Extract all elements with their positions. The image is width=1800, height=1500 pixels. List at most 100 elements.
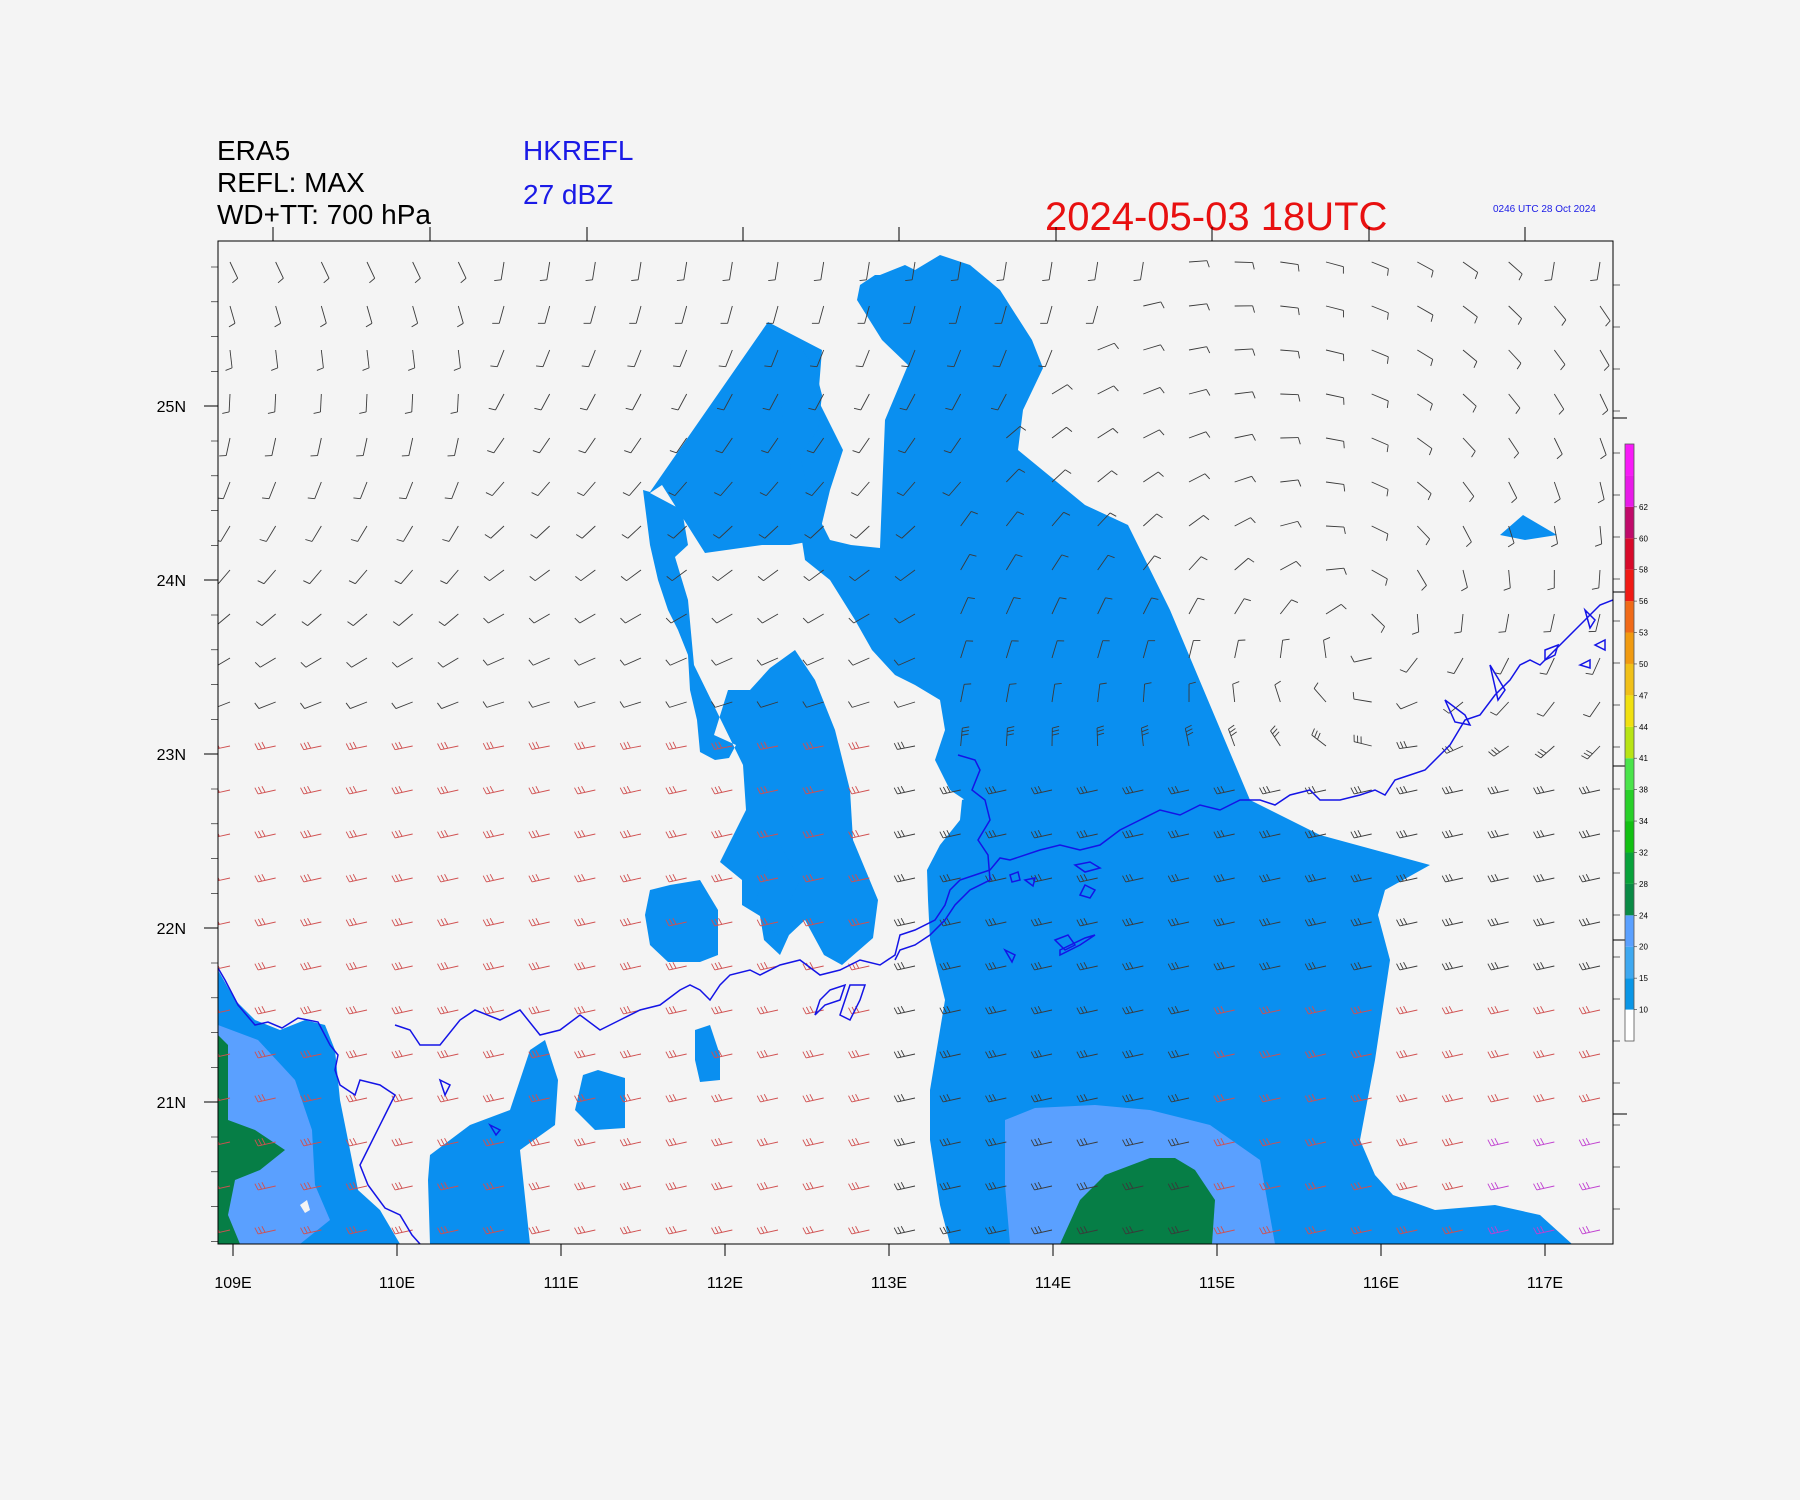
wind-barb-flag [1304,1051,1309,1059]
wind-barb [807,613,824,624]
wind-barb-flag [1387,312,1389,320]
wind-barb-flag [1216,874,1222,882]
wind-barb [1462,525,1472,543]
wind-barb-flag [619,1095,624,1103]
wind-barb-flag [300,1051,305,1059]
wind-barb-flag [444,1181,449,1189]
wind-barb-flag [1129,785,1134,793]
wind-barb-flag [1185,724,1192,729]
wind-barb-flag [450,411,458,414]
wind-barb [897,1141,916,1147]
wind-barb-flag [1490,830,1496,838]
wind-barb-flag [1399,1182,1404,1190]
wind-barb-flag [809,829,814,837]
wind-barb-flag [1454,631,1462,634]
wind-barb-flag [1540,1093,1545,1101]
wind-barb-flag [1511,497,1518,504]
wind-barb-flag [213,787,216,793]
wind-barb-flag [1034,918,1039,926]
wind-barb [457,349,461,368]
wind-barb-flag [257,1050,263,1058]
wind-barb-flag [1536,1226,1541,1234]
wind-barb-flag [437,1007,442,1015]
wind-barb-flag [763,1181,768,1189]
wind-barb [577,1185,596,1191]
wind-barb-flag [1297,264,1300,272]
wind-barb-flag [255,621,263,626]
wind-barb-flag [213,1095,216,1101]
wind-barb [1143,387,1161,395]
wind-barb-flag [665,831,670,839]
wind-barb-flag [398,829,403,837]
wind-barb-flag [992,873,997,881]
wind-barb-flag [985,787,990,795]
wind-barb-flag [1174,1137,1179,1145]
wind-barb-flag [809,1049,814,1057]
wind-barb-flag [261,961,266,969]
wind-barb [532,921,550,927]
wind-barb-flag [307,961,312,969]
wind-barb-flag [1097,732,1105,736]
wind-barb-flag [1107,554,1115,559]
wind-barb-flag [1206,303,1210,311]
wind-barb-flag [1042,279,1050,281]
wind-barb-flag [946,1049,951,1057]
wind-barb-flag [1125,1182,1130,1190]
wind-barb-flag [851,1226,856,1234]
wind-barb [1217,965,1235,971]
wind-barb-flag [893,831,898,839]
wind-barb [806,1053,824,1059]
colorbar-swatch [1625,695,1634,727]
wind-barb [1417,261,1434,272]
wind-barb [623,965,642,971]
wind-barb-flag [1445,1138,1450,1146]
wind-barb-flag [1167,831,1172,839]
wind-barb-flag [1488,751,1495,757]
wind-barb [1234,598,1245,615]
wind-barb-flag [1585,1049,1590,1057]
wind-barb [532,877,550,883]
wind-barb [1582,1097,1601,1103]
wind-barb-flag [257,580,265,585]
wind-barb [635,305,642,324]
wind-barb-flag [213,831,216,837]
wind-barb-flag [672,365,681,368]
wind-barb-flag [313,411,321,414]
wind-barb-flag [1441,831,1446,839]
wind-barb-flag [440,786,445,794]
wind-barb [486,921,505,927]
wind-barb [760,1097,779,1103]
wind-barb-flag [848,787,853,795]
wind-barb [760,1185,779,1191]
wind-barb-flag [1403,1181,1408,1189]
wind-barb-flag [535,961,540,969]
wind-barb-flag [482,1139,487,1147]
wind-barb-flag [1396,703,1402,710]
wind-barb-flag [531,1094,537,1102]
wind-barb-flag [1536,1050,1541,1058]
wind-barb-flag [394,830,400,838]
wind-barb [811,481,825,496]
wind-barb-flag [626,1225,631,1233]
coastline-pearl-river [894,754,991,961]
wind-barb-flag [1517,318,1522,325]
wind-barb [1188,388,1207,395]
wind-barb-flag [261,829,266,837]
wind-barb-flag [1125,1226,1130,1234]
wind-barb-flag [349,1138,354,1146]
wind-barb-flag [1314,730,1318,738]
wind-barb-flag [391,1227,396,1235]
wind-barb [349,833,368,839]
wind-barb-flag [437,1095,442,1103]
wind-barb-flag [715,450,723,454]
wind-barb-flag [444,497,452,500]
wind-barb-flag [992,365,1000,368]
wind-barb-flag [1421,585,1427,591]
wind-barb-flag [848,1183,853,1191]
wind-barb [440,833,459,839]
wind-barb-flag [300,1183,305,1191]
wind-barb-flag [414,277,421,284]
wind-barb-flag [574,617,581,624]
wind-barb-flag [307,1181,312,1189]
wind-barb-flag [1605,320,1611,327]
